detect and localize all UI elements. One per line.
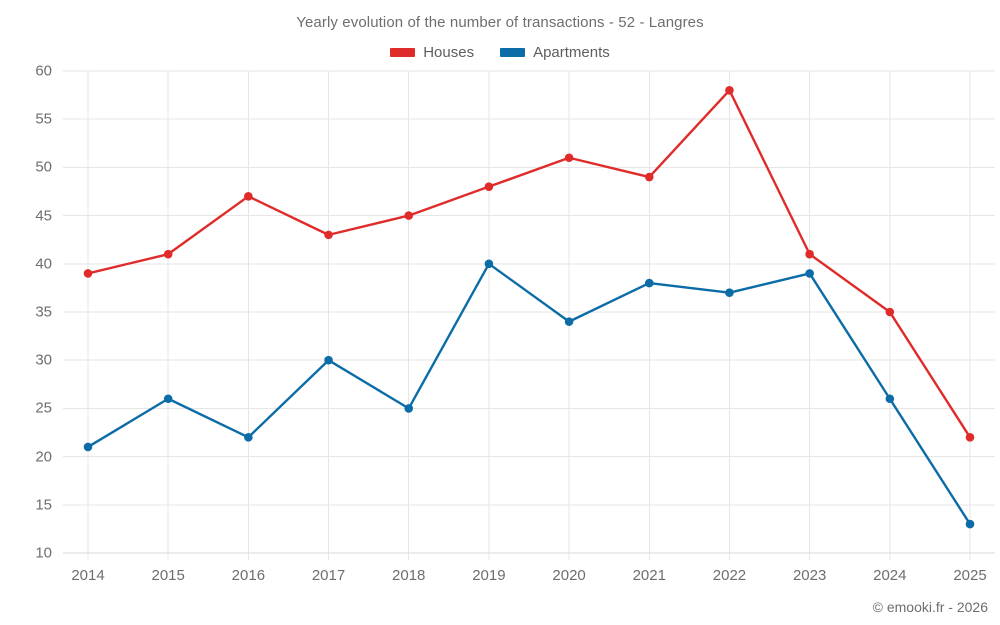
data-point[interactable] [725, 85, 734, 95]
y-axis-tick-label: 25 [35, 399, 52, 417]
legend-swatch-apartments [500, 48, 526, 57]
x-axis-tick-label: 2016 [231, 567, 266, 584]
data-point[interactable] [484, 259, 494, 269]
legend-label-houses: Houses [423, 44, 475, 61]
y-axis-tick-label: 10 [35, 544, 52, 562]
data-point[interactable] [805, 269, 814, 278]
grid-lines [63, 70, 995, 560]
plot-svg [63, 70, 995, 560]
x-axis-tick-label: 2019 [472, 567, 506, 584]
y-axis-tick-label: 20 [35, 448, 52, 466]
y-axis-tick-label: 50 [35, 158, 52, 176]
series-apartments [83, 259, 975, 529]
x-axis-tick-label: 2022 [712, 567, 747, 584]
data-point[interactable] [163, 394, 173, 404]
data-point[interactable] [564, 153, 574, 163]
data-point[interactable] [644, 278, 654, 288]
legend-label-apartments: Apartments [533, 44, 610, 61]
x-axis-tick-label: 2025 [953, 567, 987, 584]
data-point[interactable] [805, 249, 814, 259]
x-axis-tick-label: 2020 [552, 567, 586, 584]
data-point[interactable] [965, 433, 975, 442]
y-axis-tick-label: 45 [35, 207, 52, 225]
series-line-houses [86, 89, 972, 439]
legend-item-houses[interactable]: Houses [390, 44, 474, 61]
y-axis-tick-label: 15 [35, 496, 52, 514]
plot-area [63, 70, 995, 560]
data-point[interactable] [725, 288, 734, 298]
data-point[interactable] [163, 249, 173, 259]
data-point[interactable] [965, 519, 975, 529]
y-axis-tick-label: 55 [35, 110, 52, 128]
chart-title: Yearly evolution of the number of transa… [296, 14, 704, 31]
data-point[interactable] [324, 230, 333, 240]
series-line-apartments [86, 262, 972, 526]
x-axis-tick-label: 2021 [632, 567, 666, 584]
legend-item-apartments[interactable]: Apartments [500, 44, 610, 61]
y-axis-tick-labels: 10 15 20 25 30 35 40 45 50 55 60 [0, 0, 52, 625]
legend-swatch-houses [390, 48, 416, 57]
y-axis-tick-label: 35 [35, 303, 52, 321]
x-axis-tick-label: 2014 [71, 567, 105, 584]
data-point[interactable] [885, 307, 895, 317]
x-axis-tick-label: 2017 [311, 567, 346, 584]
data-point[interactable] [244, 433, 253, 442]
data-point[interactable] [564, 317, 574, 326]
y-axis-tick-label: 60 [35, 62, 52, 80]
data-point[interactable] [484, 182, 494, 191]
data-point[interactable] [244, 192, 253, 201]
x-axis-tick-label: 2024 [873, 567, 907, 584]
data-point[interactable] [83, 269, 93, 278]
x-axis-tick-label: 2023 [792, 567, 827, 584]
x-axis-tick-label: 2018 [392, 567, 426, 584]
data-point[interactable] [644, 172, 654, 182]
y-axis-tick-label: 30 [35, 351, 52, 369]
x-axis-tick-label: 2015 [151, 567, 185, 584]
data-point[interactable] [83, 442, 93, 452]
data-point[interactable] [404, 211, 414, 220]
y-axis-tick-label: 40 [35, 255, 52, 273]
series-houses [83, 85, 975, 442]
data-point[interactable] [324, 355, 333, 365]
chart-legend: Houses Apartments [0, 44, 1000, 61]
credit-text: © emooki.fr - 2026 [872, 599, 988, 615]
data-point[interactable] [885, 394, 895, 404]
data-point[interactable] [404, 404, 414, 413]
